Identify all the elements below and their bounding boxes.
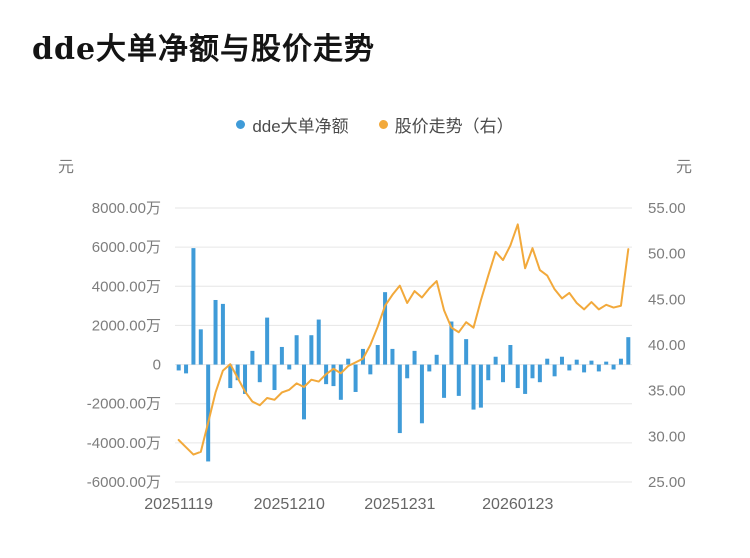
dde-net-bar <box>427 364 432 372</box>
dde-net-bar <box>515 364 520 389</box>
dde-net-bar <box>486 364 491 381</box>
page-title: dde大单净额与股价走势 <box>32 32 376 67</box>
dde-net-bar <box>456 364 461 396</box>
dde-net-bar <box>228 364 233 389</box>
dde-net-bar <box>567 364 572 371</box>
dde-net-bar <box>471 364 476 410</box>
right-axis-tick-label: 35.00 <box>648 383 686 400</box>
dde-net-bar <box>206 364 211 462</box>
legend-marker-dde-icon <box>236 120 246 129</box>
legend-label-dde: dde大单净额 <box>252 117 349 136</box>
legend-label-price: 股价走势（右） <box>394 117 514 136</box>
left-axis-tick-label: 0 <box>153 357 161 374</box>
chart-legend: dde大单净额 股价走势（右） <box>0 112 750 137</box>
dde-net-bar <box>176 364 181 371</box>
dde-net-bar <box>213 299 218 365</box>
left-axis-tick-label: -6000.00万 <box>87 474 161 491</box>
left-axis-unit: 元 <box>58 159 75 176</box>
right-axis-tick-label: 25.00 <box>648 474 686 491</box>
dde-net-bar <box>412 350 417 365</box>
dde-net-bar <box>287 364 292 370</box>
dde-net-bar <box>184 364 189 374</box>
right-axis-unit: 元 <box>676 159 693 176</box>
dde-net-bar <box>272 364 277 391</box>
dde-net-bar <box>294 335 299 365</box>
x-axis-tick-label: 20251119 <box>144 496 213 513</box>
legend-item-dde[interactable]: dde大单净额 <box>236 112 349 137</box>
legend-marker-price-icon <box>378 120 388 129</box>
dde-net-bar <box>191 248 196 365</box>
x-axis-tick-label: 20260123 <box>482 496 553 513</box>
dde-net-bar <box>405 364 410 379</box>
dde-net-bar <box>419 364 424 424</box>
dde-net-bar <box>493 356 498 365</box>
dde-net-bar <box>611 364 616 370</box>
dde-net-bar <box>618 358 623 365</box>
dde-net-bar <box>301 364 306 420</box>
dde-net-bar <box>442 364 447 398</box>
right-axis-tick-label: 40.00 <box>648 337 686 354</box>
dde-net-bar <box>331 364 336 387</box>
dde-net-bar <box>338 364 343 400</box>
left-axis-tick-label: 8000.00万 <box>92 200 161 217</box>
dde-net-bar <box>198 329 203 365</box>
dde-net-bar <box>604 361 609 365</box>
dde-net-bar <box>589 360 594 365</box>
dde-net-bar <box>545 358 550 365</box>
left-axis-tick-label: 6000.00万 <box>92 239 161 256</box>
dde-net-bar <box>265 317 270 365</box>
dde-net-bar <box>220 303 225 365</box>
dde-net-bar <box>596 364 601 372</box>
dde-net-bar <box>397 364 402 434</box>
price-trend-line <box>177 223 630 456</box>
dde-net-bar <box>537 364 542 383</box>
legend-item-price[interactable]: 股价走势（右） <box>378 112 514 137</box>
dde-net-bar <box>279 346 284 365</box>
dde-net-bar <box>235 364 240 381</box>
dde-net-bar <box>582 364 587 373</box>
dde-net-bar <box>353 364 358 392</box>
dde-net-bar <box>309 335 314 365</box>
left-axis-tick-label: 2000.00万 <box>92 317 161 334</box>
dde-net-bar <box>501 364 506 383</box>
dde-net-bar <box>243 364 248 394</box>
right-axis-tick-label: 55.00 <box>648 200 686 217</box>
left-axis-tick-label: -2000.00万 <box>87 396 161 413</box>
dde-net-bar <box>530 364 535 379</box>
dde-net-bar <box>368 364 373 375</box>
left-axis-tick-label: 4000.00万 <box>92 278 161 295</box>
dde-net-bar <box>559 356 564 365</box>
dde-net-bar <box>574 359 579 365</box>
dde-net-bar <box>434 354 439 365</box>
right-axis-tick-label: 50.00 <box>648 246 686 263</box>
dde-net-bar <box>257 364 262 383</box>
dde-net-bar <box>464 339 469 365</box>
dde-net-bar <box>449 321 454 365</box>
dde-net-bar <box>375 345 380 365</box>
dde-net-bar <box>552 364 557 377</box>
left-axis-tick-label: -4000.00万 <box>87 435 161 452</box>
x-axis-tick-label: 20251231 <box>364 496 435 513</box>
dde-net-bar <box>523 364 528 394</box>
dde-net-bar <box>390 348 395 365</box>
dde-net-bar <box>508 345 513 365</box>
right-axis-tick-label: 30.00 <box>648 428 686 445</box>
right-axis-tick-label: 45.00 <box>648 291 686 308</box>
dde-net-bar <box>383 292 388 365</box>
x-axis-tick-label: 20251210 <box>254 496 325 513</box>
dde-net-bar <box>478 364 483 408</box>
dde-net-bar <box>626 337 631 365</box>
dde-net-bar <box>316 319 321 365</box>
dde-net-bar <box>346 358 351 365</box>
dde-net-bar <box>250 350 255 365</box>
